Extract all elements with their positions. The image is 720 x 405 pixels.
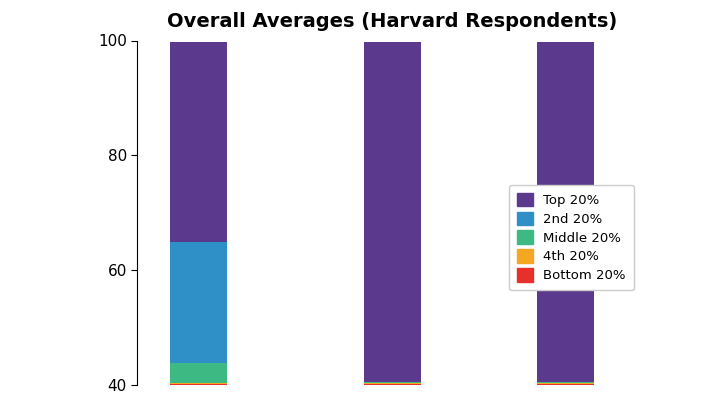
Bar xyxy=(364,384,421,385)
Bar xyxy=(170,42,228,243)
Bar xyxy=(170,383,228,384)
Bar xyxy=(170,243,228,363)
Legend: Top 20%, 2nd 20%, Middle 20%, 4th 20%, Bottom 20%: Top 20%, 2nd 20%, Middle 20%, 4th 20%, B… xyxy=(509,185,634,290)
Bar xyxy=(537,384,595,385)
Title: Overall Averages (Harvard Respondents): Overall Averages (Harvard Respondents) xyxy=(167,12,618,31)
Bar xyxy=(364,382,421,383)
Bar xyxy=(537,383,595,384)
Bar xyxy=(170,363,228,383)
Bar xyxy=(170,384,228,385)
Bar xyxy=(364,383,421,384)
Bar xyxy=(537,382,595,383)
Bar xyxy=(364,42,421,382)
Bar xyxy=(537,42,595,382)
